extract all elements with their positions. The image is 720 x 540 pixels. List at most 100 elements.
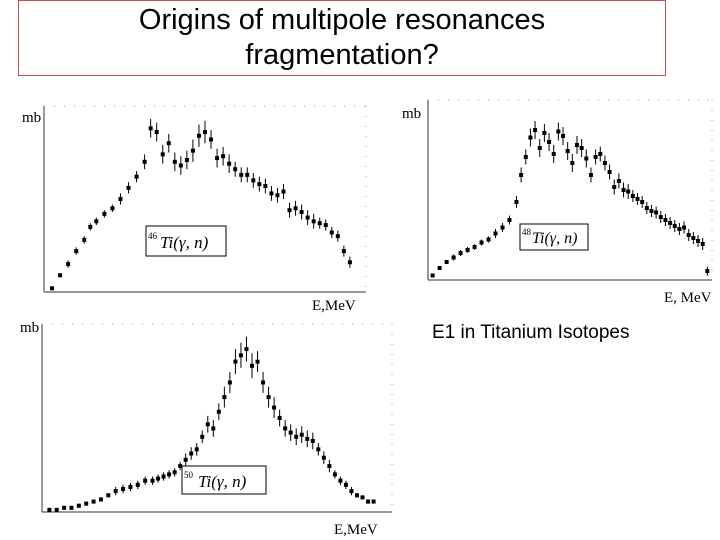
data-point bbox=[172, 470, 177, 475]
data-point bbox=[266, 395, 271, 400]
data-point bbox=[371, 499, 376, 504]
data-point bbox=[233, 167, 238, 172]
data-point bbox=[682, 225, 687, 230]
data-point bbox=[444, 260, 449, 264]
data-point bbox=[533, 128, 538, 132]
data-point bbox=[451, 255, 456, 260]
data-point bbox=[677, 227, 682, 231]
data-point bbox=[244, 347, 249, 352]
data-point bbox=[311, 219, 316, 224]
data-point bbox=[299, 432, 304, 437]
data-point bbox=[479, 240, 484, 245]
data-point bbox=[316, 447, 321, 452]
data-point bbox=[305, 436, 310, 441]
data-point bbox=[178, 464, 183, 469]
data-point bbox=[486, 237, 491, 242]
data-point bbox=[148, 126, 153, 131]
data-point bbox=[616, 179, 621, 183]
data-point bbox=[341, 249, 346, 254]
data-point bbox=[110, 206, 115, 211]
data-point bbox=[551, 152, 556, 156]
data-point bbox=[227, 380, 232, 385]
data-point bbox=[323, 223, 328, 228]
data-point bbox=[556, 129, 561, 134]
data-point bbox=[293, 206, 298, 211]
data-point bbox=[327, 464, 332, 469]
data-point bbox=[593, 155, 598, 159]
data-point bbox=[239, 172, 244, 177]
data-point bbox=[172, 159, 177, 164]
data-point bbox=[644, 206, 649, 210]
data-point bbox=[519, 173, 524, 177]
data-point bbox=[47, 507, 52, 512]
data-point bbox=[121, 487, 126, 492]
data-point bbox=[205, 422, 210, 427]
data-point bbox=[305, 215, 310, 220]
reaction-label: Ti(γ, n) bbox=[198, 472, 247, 491]
data-point bbox=[626, 189, 631, 194]
data-point bbox=[493, 231, 498, 236]
reaction-label-mass: 48 bbox=[522, 227, 532, 237]
data-point bbox=[135, 482, 140, 487]
data-point bbox=[528, 135, 533, 140]
y-axis-label: mb bbox=[402, 106, 421, 122]
data-point bbox=[705, 269, 710, 273]
data-point bbox=[161, 474, 166, 479]
data-point bbox=[166, 141, 171, 146]
data-point bbox=[542, 131, 547, 135]
data-point bbox=[663, 218, 668, 222]
data-point bbox=[281, 189, 286, 194]
data-point bbox=[58, 273, 63, 278]
title-box: Origins of multipole resonances fragment… bbox=[18, 0, 666, 76]
data-point bbox=[94, 219, 99, 224]
data-point bbox=[245, 172, 250, 177]
data-point bbox=[178, 163, 183, 168]
data-point bbox=[194, 447, 199, 452]
data-points bbox=[47, 336, 376, 512]
data-point bbox=[360, 495, 365, 500]
data-point bbox=[184, 157, 189, 162]
data-point bbox=[215, 156, 220, 161]
data-point bbox=[143, 478, 148, 483]
data-point bbox=[332, 472, 337, 477]
reaction-label: Ti(γ, n) bbox=[532, 230, 577, 247]
data-point bbox=[366, 499, 371, 504]
data-point bbox=[203, 130, 207, 135]
data-point bbox=[272, 405, 277, 410]
data-point bbox=[190, 148, 195, 153]
plot-46ti: mb E,MeV 46 Ti(γ, n) bbox=[22, 105, 367, 314]
data-point bbox=[154, 130, 159, 135]
data-point bbox=[317, 221, 322, 226]
reaction-label-mass: 46 bbox=[148, 231, 158, 241]
reaction-label-box bbox=[519, 223, 589, 251]
data-point bbox=[658, 215, 663, 219]
data-point bbox=[561, 134, 566, 138]
data-point bbox=[584, 156, 589, 161]
data-point bbox=[574, 143, 579, 147]
data-point bbox=[227, 161, 232, 166]
data-points bbox=[430, 121, 710, 278]
data-point bbox=[700, 242, 705, 246]
y-axis-label: mb bbox=[20, 320, 39, 336]
data-point bbox=[287, 208, 292, 213]
slide-title-line-1: Origins of multipole resonances bbox=[138, 4, 546, 36]
data-point bbox=[98, 497, 103, 502]
data-point bbox=[91, 499, 96, 504]
data-point bbox=[102, 211, 107, 216]
data-point bbox=[588, 173, 593, 177]
data-point bbox=[277, 416, 282, 420]
data-point bbox=[209, 137, 214, 142]
data-point bbox=[88, 224, 93, 229]
data-point bbox=[640, 200, 645, 204]
data-point bbox=[598, 152, 603, 156]
data-point bbox=[523, 155, 528, 159]
data-point bbox=[654, 210, 659, 215]
data-point bbox=[686, 233, 691, 237]
data-point bbox=[142, 159, 147, 164]
data-point bbox=[514, 200, 519, 204]
data-point bbox=[430, 273, 435, 278]
data-point bbox=[288, 430, 293, 435]
data-point bbox=[238, 353, 243, 358]
data-point bbox=[547, 140, 552, 144]
data-point bbox=[472, 245, 477, 249]
